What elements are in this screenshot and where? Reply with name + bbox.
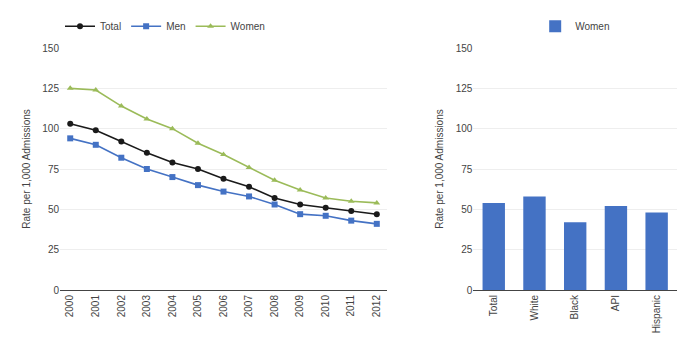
- svg-text:Rate per 1,000 Admissions: Rate per 1,000 Admissions: [21, 109, 32, 229]
- svg-text:API: API: [610, 295, 621, 311]
- svg-text:2002: 2002: [116, 295, 127, 318]
- svg-text:150: 150: [456, 43, 473, 54]
- svg-text:2000: 2000: [64, 295, 75, 318]
- svg-text:2004: 2004: [167, 295, 178, 318]
- svg-text:2001: 2001: [90, 295, 101, 318]
- svg-text:25: 25: [461, 244, 473, 255]
- svg-text:White: White: [529, 295, 540, 321]
- svg-text:2008: 2008: [269, 295, 280, 318]
- svg-text:150: 150: [42, 43, 59, 54]
- svg-text:Rate per 1,000 Admissions: Rate per 1,000 Admissions: [434, 109, 445, 229]
- svg-text:2006: 2006: [218, 295, 229, 318]
- svg-text:Hispanic: Hispanic: [651, 295, 662, 333]
- svg-text:50: 50: [461, 204, 473, 215]
- svg-text:Black: Black: [569, 294, 580, 319]
- svg-text:2011: 2011: [345, 295, 356, 317]
- svg-text:0: 0: [467, 285, 473, 296]
- svg-text:125: 125: [42, 83, 59, 94]
- svg-text:2009: 2009: [294, 295, 305, 318]
- svg-text:100: 100: [456, 123, 473, 134]
- svg-text:75: 75: [48, 164, 60, 175]
- svg-text:2010: 2010: [320, 295, 331, 318]
- svg-text:2003: 2003: [141, 295, 152, 318]
- svg-text:Men: Men: [166, 21, 185, 32]
- svg-text:25: 25: [48, 244, 60, 255]
- svg-text:Total: Total: [488, 295, 499, 316]
- svg-text:100: 100: [42, 123, 59, 134]
- svg-text:125: 125: [456, 83, 473, 94]
- svg-text:2005: 2005: [192, 295, 203, 318]
- svg-text:Women: Women: [231, 21, 265, 32]
- svg-text:2007: 2007: [243, 295, 254, 318]
- svg-text:0: 0: [53, 285, 59, 296]
- svg-text:75: 75: [461, 164, 473, 175]
- svg-text:Total: Total: [100, 21, 121, 32]
- svg-text:Women: Women: [575, 21, 609, 32]
- svg-text:2012: 2012: [371, 295, 382, 318]
- svg-text:50: 50: [48, 204, 60, 215]
